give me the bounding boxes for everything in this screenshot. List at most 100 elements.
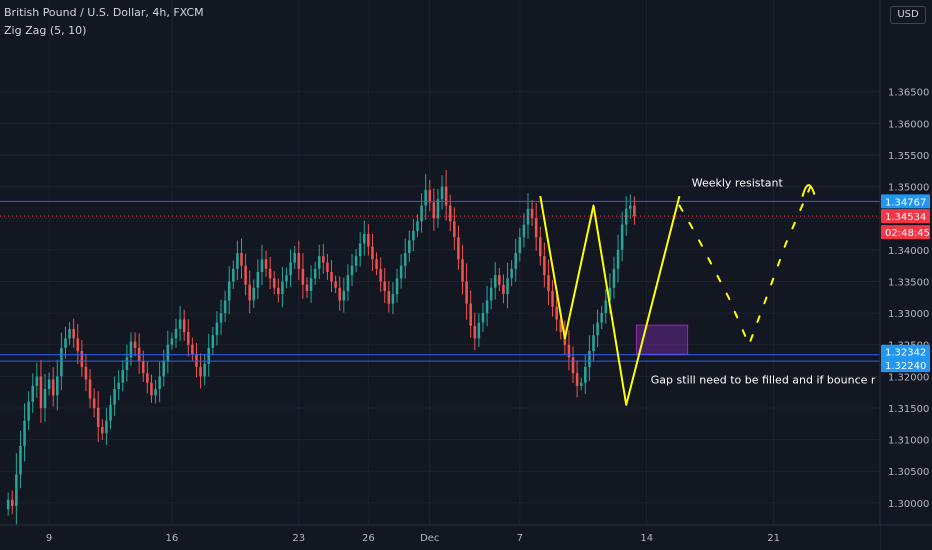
candle-body	[502, 284, 505, 295]
level-tag-bg	[881, 358, 930, 373]
time-tick-label: 23	[292, 533, 305, 544]
candle-body	[551, 290, 554, 307]
candle-body	[453, 221, 456, 238]
candle-body	[604, 300, 608, 314]
candle-body	[146, 373, 149, 383]
time-tick-label: 14	[640, 533, 653, 544]
price-tick-label: 1.35500	[888, 151, 929, 162]
candle-body	[375, 259, 378, 269]
candle-body	[579, 382, 583, 386]
candle-body	[187, 332, 190, 345]
candle-body	[493, 275, 497, 288]
candle-body	[166, 344, 170, 361]
candle-body	[584, 366, 587, 383]
candle-body	[317, 256, 321, 269]
candle-body	[27, 401, 30, 421]
candle-body	[236, 253, 239, 269]
price-tick-label: 1.32000	[888, 372, 929, 383]
candle-body	[539, 237, 542, 257]
candle-body	[272, 278, 276, 288]
candles-layer	[6, 169, 636, 526]
time-tick-label: 21	[767, 533, 780, 544]
current-price-tag: 1.34534	[885, 212, 926, 223]
candle-body	[129, 341, 133, 358]
candle-body	[277, 287, 280, 295]
candle-body	[309, 278, 313, 291]
candle-body	[514, 253, 517, 269]
candle-body	[133, 341, 137, 348]
candle-body	[555, 306, 558, 320]
candle-body	[174, 328, 178, 339]
candle-body	[367, 234, 370, 247]
candle-body	[117, 382, 120, 390]
candle-body	[47, 379, 51, 390]
candle-body	[285, 275, 288, 282]
level-tag: 1.32342	[885, 348, 926, 359]
candle-body	[15, 474, 18, 507]
level-tag: 1.32240	[885, 361, 926, 372]
candle-body	[322, 256, 325, 263]
candle-body	[244, 265, 247, 285]
candle-body	[522, 224, 526, 238]
candle-body	[534, 218, 538, 238]
candle-body	[252, 287, 256, 301]
time-axis[interactable]: 9 16 23 26 Dec 7 14 21	[0, 524, 932, 550]
candle-body	[162, 360, 165, 377]
candle-body	[330, 271, 333, 282]
candle-body	[510, 268, 513, 279]
candle-body	[395, 278, 399, 295]
candle-body	[19, 445, 22, 475]
candle-body	[223, 300, 227, 314]
candle-body	[444, 186, 448, 206]
candle-body	[268, 268, 272, 279]
price-tick-label: 1.34000	[888, 246, 929, 257]
time-tick-label: 26	[362, 533, 375, 544]
candle-body	[264, 259, 268, 269]
price-tick-label: 1.36000	[888, 119, 929, 130]
candle-body	[350, 265, 354, 276]
candle-body	[485, 300, 489, 314]
candle-body	[11, 499, 14, 507]
candle-body	[358, 243, 362, 257]
chart-grid	[0, 0, 880, 525]
candle-body	[428, 189, 432, 203]
candle-body	[616, 249, 620, 269]
drawing-layer	[539, 184, 816, 406]
candle-body	[530, 208, 534, 219]
level-tag-bg	[881, 344, 930, 359]
annotation-text: Weekly resistant	[692, 177, 784, 190]
candle-body	[432, 202, 436, 219]
currency-button[interactable]: USD	[890, 6, 926, 24]
candle-body	[158, 376, 161, 390]
candle-body	[334, 281, 337, 288]
candle-body	[141, 360, 145, 374]
candle-body	[182, 319, 186, 333]
candle-body	[624, 208, 628, 225]
annotations-layer: Weekly resistant Gap still need to be fil…	[651, 177, 876, 387]
candle-body	[391, 294, 395, 304]
time-axis-bg	[0, 525, 880, 550]
price-tick-label: 1.33000	[888, 309, 929, 320]
countdown-tag: 02:48:45	[885, 228, 930, 239]
candle-body	[420, 205, 423, 222]
candle-body	[473, 325, 477, 339]
candle-body	[608, 287, 612, 301]
symbol-title[interactable]: British Pound / U.S. Dollar, 4h, FXCM	[4, 6, 204, 19]
candle-body	[154, 389, 157, 396]
candle-body	[575, 373, 579, 386]
time-tick-label: 16	[166, 533, 179, 544]
projection-drawing	[678, 185, 812, 348]
candle-body	[612, 268, 616, 288]
price-tick-label: 1.31500	[888, 404, 929, 415]
time-tick-label: 9	[46, 533, 52, 544]
countdown-tag-bg	[881, 225, 930, 240]
candle-body	[543, 256, 546, 276]
candle-body	[559, 319, 563, 333]
candle-body	[76, 338, 80, 352]
candle-body	[256, 271, 260, 288]
price-axis[interactable]: 1.300001.305001.310001.315001.320001.325…	[879, 0, 932, 550]
candle-body	[170, 338, 174, 345]
candle-body	[588, 351, 591, 367]
indicator-label[interactable]: Zig Zag (5, 10)	[4, 24, 87, 37]
